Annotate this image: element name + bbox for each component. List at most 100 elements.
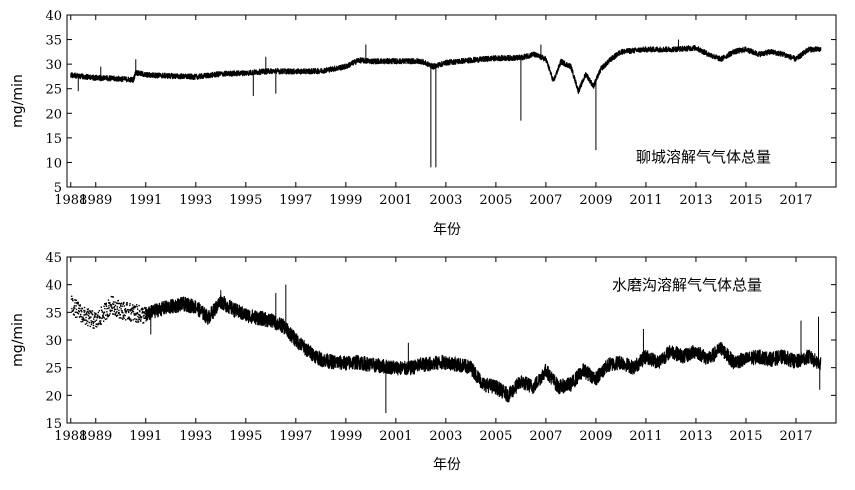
series-point [116, 315, 118, 318]
x-tick-label: 2007 [529, 193, 562, 208]
series-point [86, 308, 89, 310]
series-point [99, 317, 101, 319]
series-point [107, 314, 109, 316]
series-point [92, 314, 94, 316]
series-point [106, 318, 108, 320]
series-point [105, 305, 108, 308]
x-tick-label: 1995 [229, 429, 262, 444]
series-point [100, 323, 102, 325]
x-tick-label: 2017 [779, 429, 812, 444]
series-point [75, 308, 78, 311]
series-line [145, 295, 822, 403]
series-point [105, 314, 107, 316]
series-point [73, 306, 75, 308]
series-point [136, 312, 139, 314]
series-point [120, 308, 122, 310]
series-point [75, 305, 77, 307]
series-point [128, 309, 131, 311]
series-point [116, 310, 118, 313]
series-point [133, 305, 135, 307]
series-point [143, 321, 145, 324]
series-point [108, 302, 110, 304]
x-tick-label: 1988 [54, 193, 87, 208]
series-point [81, 311, 83, 313]
series-point [105, 302, 107, 304]
series-point [84, 323, 87, 325]
series-point [125, 310, 127, 313]
series-point [132, 306, 134, 308]
series-point [134, 305, 137, 308]
series-point [129, 318, 132, 320]
series-point [97, 315, 99, 317]
x-tick-label: 1991 [129, 429, 162, 444]
x-tick-label: 1991 [129, 193, 162, 208]
y-tick-label: 10 [45, 156, 62, 171]
series-point [132, 311, 135, 313]
series-point [95, 323, 97, 325]
series-point [124, 309, 126, 311]
series-point [133, 306, 135, 308]
x-tick-label: 1993 [179, 429, 212, 444]
y-tick-label: 35 [45, 306, 62, 321]
series-point [145, 307, 147, 309]
series-point [93, 321, 95, 323]
series-point [92, 327, 94, 329]
series-point [118, 302, 120, 304]
series-point [95, 319, 98, 321]
series-point [73, 308, 75, 310]
series-point [91, 310, 94, 312]
series-point [132, 304, 134, 306]
series-point [143, 312, 146, 314]
series-point [125, 319, 127, 321]
series-point [86, 311, 88, 314]
y-tick-label: 30 [45, 58, 62, 73]
series-point [135, 314, 137, 316]
series-point [119, 317, 122, 319]
series-point [139, 310, 141, 313]
series-point [71, 310, 73, 312]
series-point [112, 296, 114, 298]
series-point [121, 317, 123, 319]
series-point [101, 309, 103, 311]
series-point [99, 320, 101, 322]
series-point [127, 308, 129, 311]
series-point [123, 302, 125, 304]
series-point [115, 308, 117, 311]
series-point [124, 311, 126, 313]
x-tick-label: 1993 [179, 193, 212, 208]
y-tick-label: 40 [45, 279, 62, 294]
x-tick-label: 1989 [79, 193, 112, 208]
series-point [120, 305, 122, 307]
series-point [82, 320, 84, 323]
series-point [93, 327, 95, 329]
series-top [70, 39, 822, 168]
y-tick-label: 15 [45, 417, 62, 432]
series-point [77, 303, 79, 305]
series-point [121, 305, 124, 307]
x-tick-label: 1999 [329, 429, 362, 444]
series-point [96, 326, 98, 328]
series-point [113, 305, 116, 308]
series-point [80, 316, 83, 318]
series-point [99, 316, 101, 319]
series-point [92, 324, 95, 327]
series-point [71, 295, 73, 297]
series-point [103, 305, 105, 308]
series-point [114, 301, 116, 303]
series-point [136, 313, 138, 315]
series-point [122, 314, 124, 317]
series-point [90, 316, 92, 318]
series-point [89, 317, 91, 319]
series-point [79, 307, 81, 310]
series-point [109, 301, 111, 304]
series-point [108, 305, 110, 307]
x-tick-label: 1997 [279, 193, 312, 208]
series-point [124, 308, 127, 310]
series-point [119, 306, 121, 309]
series-point [86, 322, 88, 324]
series-point [72, 313, 75, 315]
series-point [90, 323, 93, 326]
x-tick-label: 2011 [629, 429, 662, 444]
series-point [123, 314, 125, 316]
series-point [110, 309, 112, 312]
